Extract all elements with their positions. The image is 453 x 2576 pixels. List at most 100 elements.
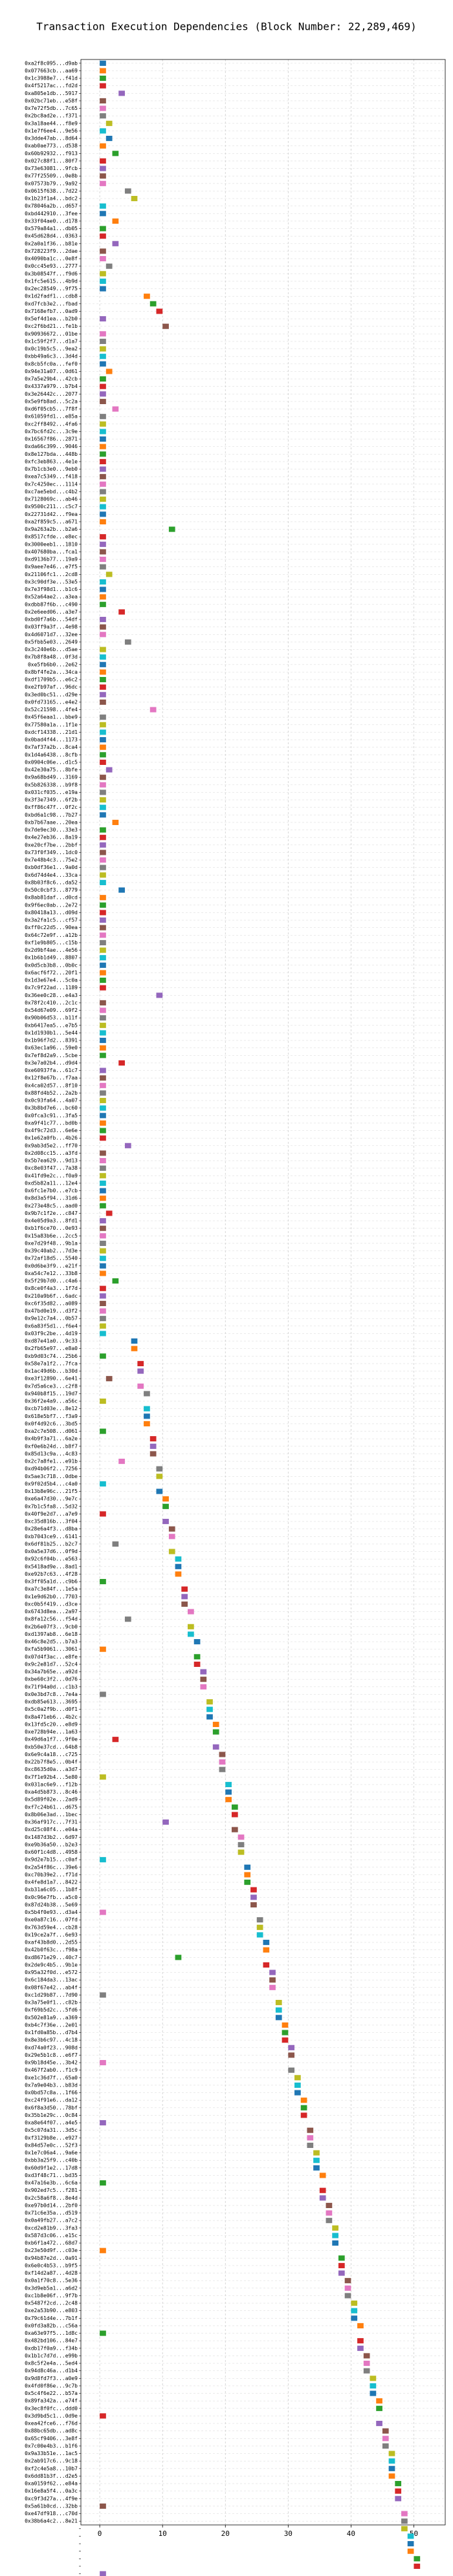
y-tick-label: 0xea7c5349...f418 [25,474,78,480]
y-tick-label: 0xb7043ce9...6141 [25,1534,78,1540]
y-tick-label: 0x50c0cbf3...8779 [25,887,78,893]
bar [193,1638,201,1645]
bar [357,2338,364,2344]
y-tick-label: 0xf0e6b24d...b8f7 [25,1443,78,1449]
bar [175,1571,182,1577]
bar [100,1037,106,1044]
y-tick-label: 0x35b1e29c...0c84 [25,2112,78,2118]
bar [200,1677,207,1682]
y-tick-label: 0xe2a53b90...e803 [25,2308,78,2313]
y-tick-label: 0xc1b8e06f...9f7b [25,2293,78,2299]
y-tick-label: 0x41fd9e2c...f0a9 [25,1173,78,1179]
bar [100,60,106,66]
bar [124,188,131,194]
bar [137,1368,144,1374]
bar [231,1812,238,1818]
y-tick-label: 0x077663cb...aa69 [25,68,78,74]
y-tick-label: 0x1b6b1d49...8807 [25,955,78,961]
y-tick-label: 0xe728b94e...1a63 [25,1729,78,1735]
y-tick-label: 0x9d2e7b15...c0af [25,1857,78,1863]
y-tick-label: 0x03f9c2be...4d19 [25,1331,78,1336]
bar [100,1909,106,1915]
y-tick-label: 0xc7ae5ebd...c4b2 [25,489,78,495]
y-tick-label: 0xd9136b77...19a9 [25,557,78,563]
bar [181,1586,188,1592]
y-tick-label: 0x2b6e07f3...9cb0 [25,1624,78,1629]
bar [100,1022,106,1028]
bar [100,444,106,449]
y-tick-label: 0xa7c3e84f...1e5a [25,1586,78,1592]
bar [250,1887,257,1893]
bar [100,338,106,345]
y-tick-label: 0x16e8a5f4...0a3c [25,2488,78,2494]
bar [162,1496,169,1502]
y-tick-label: 0x12f8e67b...f7aa [25,1075,78,1081]
y-tick-label: 0x031cf035...e19a [25,789,78,795]
y-tick-label: 0x9c2e81d7...52c4 [25,1661,78,1667]
bar [100,1233,106,1239]
y-tick-label: 0xbd0f7a6b...54df [25,617,78,623]
bar [100,286,106,292]
bar [100,2330,106,2336]
bar [100,556,106,563]
y-tick-label: 0x60b92932...f913 [25,151,78,156]
bar [300,2105,307,2110]
y-tick-label: 0xe47df918...c70d [25,2511,78,2517]
y-tick-label: 0x36ee0c28...e4a3 [25,993,78,998]
y-tick-label: 0x3a75e0f1...c82b [25,2000,78,2006]
bar [175,1556,182,1562]
bar [100,970,106,976]
bar [401,2511,408,2517]
y-tick-label: 0xe97b0d14...2bf0 [25,2202,78,2208]
bar [162,1503,169,1509]
y-tick-label: 0x7c4250ec...1114 [25,481,78,487]
bar [100,2059,106,2066]
y-tick-label: 0x3d9eb5a1...a6d2 [25,2285,78,2291]
bar [363,2360,370,2367]
bar [269,1970,276,1975]
y-tick-label: 0x0a5e37d6...0f9d [25,1549,78,1554]
y-tick-label: 0x728223f9...2dae [25,248,78,254]
bar [388,2473,395,2479]
bar [332,2225,338,2231]
bar [100,729,106,735]
bar [351,2300,358,2306]
bar [263,1962,270,1968]
bar [357,2345,364,2351]
y-tick-label: 0x1c59f2f7...d1a7 [25,338,78,344]
bar [326,2202,333,2209]
y-tick-label: 0x0f4d92c6...3bd5 [25,1421,78,1426]
bar [100,1285,106,1291]
y-tick-label: 0xdf1709b5...e6c2 [25,677,78,683]
y-tick-label: 0x3dde47ab...8d64 [25,136,78,142]
y-tick-label: 0x1e62a0fb...4b26 [25,1135,78,1141]
y-tick-label: 0x1d1930b1...5e44 [25,1030,78,1036]
bar [100,879,106,886]
y-tick-label: 0x8c5f2e4a...5ed4 [25,2361,78,2367]
chart-title: Transaction Execution Dependencies (Bloc… [36,21,417,33]
bar [100,1188,106,1194]
bar [100,962,106,968]
y-tick-label: 0x0a1f70c8...5e36 [25,2278,78,2284]
bar [100,850,106,855]
bar [376,2420,382,2427]
y-tick-label: 0x5f29b7d0...c4a6 [25,1278,78,1284]
bar [100,271,106,277]
y-tick-label: 0x07d4f3ac...e8fe [25,1654,78,1660]
bar [363,2368,370,2374]
bar [124,1616,131,1622]
bar [131,1346,138,1351]
bar [156,308,163,314]
bar [144,1413,150,1419]
bar [100,812,106,818]
y-tick-label: 0x2c7a8fe1...e91b [25,1459,78,1465]
bar [100,496,106,502]
bar [100,1000,106,1006]
bar [156,1488,163,1494]
bar [100,632,106,638]
bar [100,180,106,186]
bar [100,1015,106,1021]
y-tick-label: 0xaf43b8d0...2d55 [25,1940,78,1946]
bar [162,323,169,329]
bar [131,1338,138,1344]
